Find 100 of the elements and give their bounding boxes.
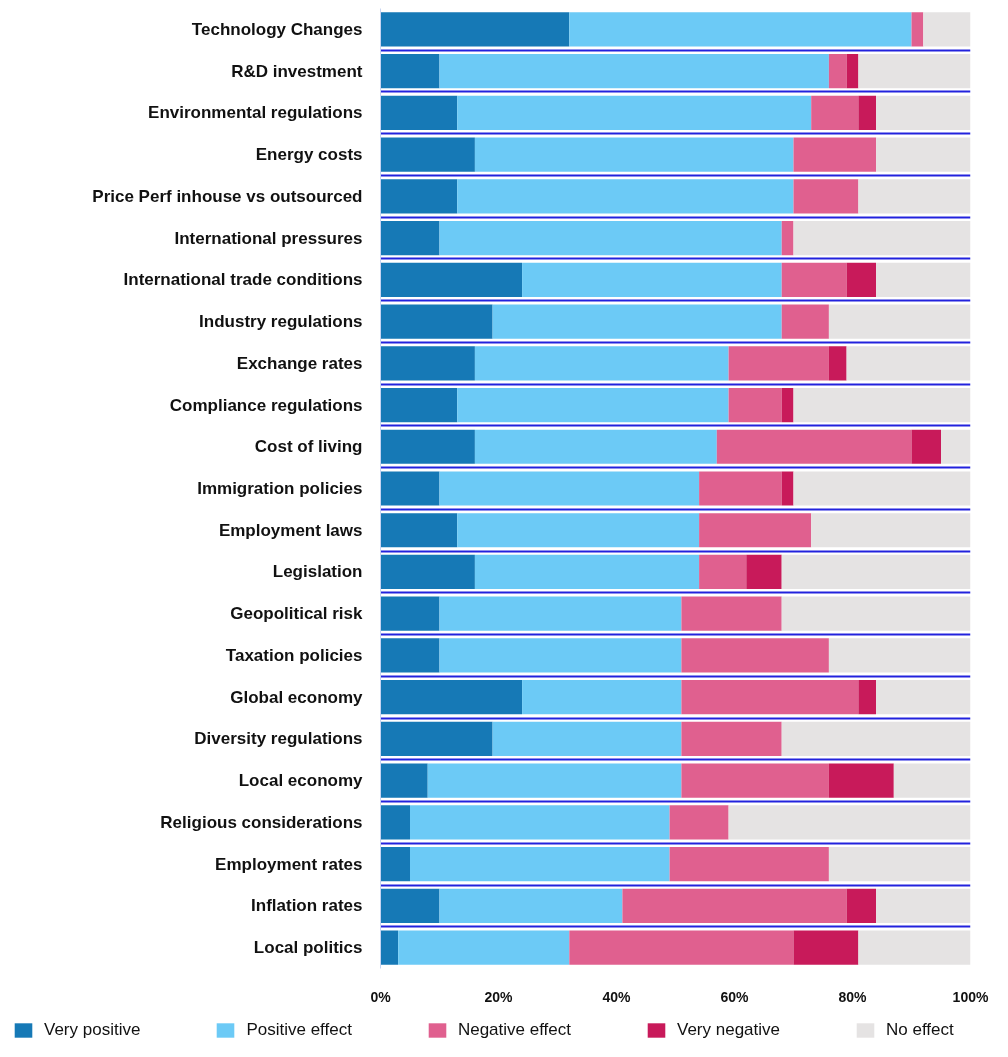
bar xyxy=(716,429,912,464)
y-tick-label: Religious considerations xyxy=(160,812,363,832)
bar xyxy=(828,304,971,339)
y-tick-label: Price Perf inhouse vs outsourced xyxy=(92,186,363,206)
bar xyxy=(380,596,440,631)
bar xyxy=(828,763,894,798)
y-tick-label: Local economy xyxy=(238,771,364,791)
bar xyxy=(474,346,729,381)
bar xyxy=(681,721,782,757)
bar xyxy=(439,220,782,256)
y-tick-label: Cost of living xyxy=(254,437,363,457)
y-tick-label: Local politics xyxy=(253,938,363,958)
bar xyxy=(858,95,877,130)
bar xyxy=(522,680,682,715)
y-tick-label: Employment rates xyxy=(215,854,363,874)
bar xyxy=(746,554,782,590)
bar xyxy=(793,930,859,965)
y-tick-label: Taxation policies xyxy=(225,645,363,665)
bar xyxy=(569,12,912,47)
bar xyxy=(398,930,570,965)
bar xyxy=(380,346,475,381)
bar xyxy=(876,137,971,172)
legend-label: Very negative xyxy=(677,1020,781,1040)
bar xyxy=(681,638,829,673)
bar xyxy=(811,95,859,130)
bar xyxy=(681,763,829,798)
bar xyxy=(380,12,570,47)
bar xyxy=(699,554,747,590)
bar xyxy=(622,888,847,923)
x-tick-label: 40% xyxy=(602,988,632,1005)
bar xyxy=(681,680,859,715)
bar xyxy=(380,179,458,214)
bar xyxy=(876,680,971,715)
bar xyxy=(781,304,829,339)
bar xyxy=(439,596,682,631)
bar xyxy=(846,888,877,923)
bar xyxy=(858,680,877,715)
bar xyxy=(380,805,410,840)
bar xyxy=(699,513,812,548)
bar xyxy=(846,346,971,381)
bar xyxy=(728,346,829,381)
bar xyxy=(793,471,971,506)
bar xyxy=(474,554,700,590)
legend-label: Negative effect xyxy=(457,1020,572,1040)
bar xyxy=(439,54,829,89)
bar xyxy=(846,54,859,89)
legend-label: No effect xyxy=(886,1020,954,1040)
x-tick-label: 60% xyxy=(720,988,750,1005)
bar xyxy=(474,137,794,172)
bar xyxy=(522,262,782,297)
bar xyxy=(380,387,458,423)
bar xyxy=(380,554,475,590)
bar xyxy=(793,387,971,423)
bar xyxy=(457,95,812,130)
x-tick-label: 20% xyxy=(484,988,514,1005)
bar xyxy=(858,179,971,214)
bar xyxy=(876,888,971,923)
bar xyxy=(380,262,523,297)
bar xyxy=(380,513,458,548)
bar xyxy=(380,471,440,506)
y-tick-label: Compliance regulations xyxy=(169,395,363,415)
bar xyxy=(457,387,729,423)
bar xyxy=(793,220,971,256)
bar xyxy=(876,262,971,297)
y-tick-label: Energy costs xyxy=(255,145,363,165)
bar xyxy=(457,179,794,214)
y-tick-label: Legislation xyxy=(272,562,363,582)
x-tick-label: 80% xyxy=(838,988,868,1005)
bar xyxy=(793,179,859,214)
bar xyxy=(941,429,971,464)
y-tick-label: Global economy xyxy=(230,687,364,707)
bar xyxy=(439,471,700,506)
bar xyxy=(380,54,440,89)
bar xyxy=(781,596,971,631)
y-tick-label: Exchange rates xyxy=(236,353,363,373)
y-tick-label: Industry regulations xyxy=(199,312,363,332)
bar xyxy=(793,137,877,172)
bar xyxy=(728,805,971,840)
bar xyxy=(911,429,941,464)
bar xyxy=(811,513,971,548)
bar xyxy=(380,930,399,965)
bar xyxy=(410,805,670,840)
bar xyxy=(380,763,428,798)
bar xyxy=(781,721,971,757)
bar xyxy=(893,763,971,798)
bar xyxy=(380,95,458,130)
bar xyxy=(439,638,682,673)
bar xyxy=(876,95,971,130)
y-tick-label: Diversity regulations xyxy=(194,729,363,749)
y-tick-label: R&D investment xyxy=(231,61,363,81)
y-tick-label: Employment laws xyxy=(218,520,363,540)
bar xyxy=(669,847,829,882)
bar xyxy=(828,346,847,381)
legend-label: Positive effect xyxy=(246,1020,352,1040)
bar xyxy=(669,805,729,840)
bar xyxy=(410,847,670,882)
bar xyxy=(828,847,971,882)
y-tick-label: Environmental regulations xyxy=(148,103,363,123)
x-tick-label: 100% xyxy=(952,988,989,1005)
bar xyxy=(380,721,493,757)
